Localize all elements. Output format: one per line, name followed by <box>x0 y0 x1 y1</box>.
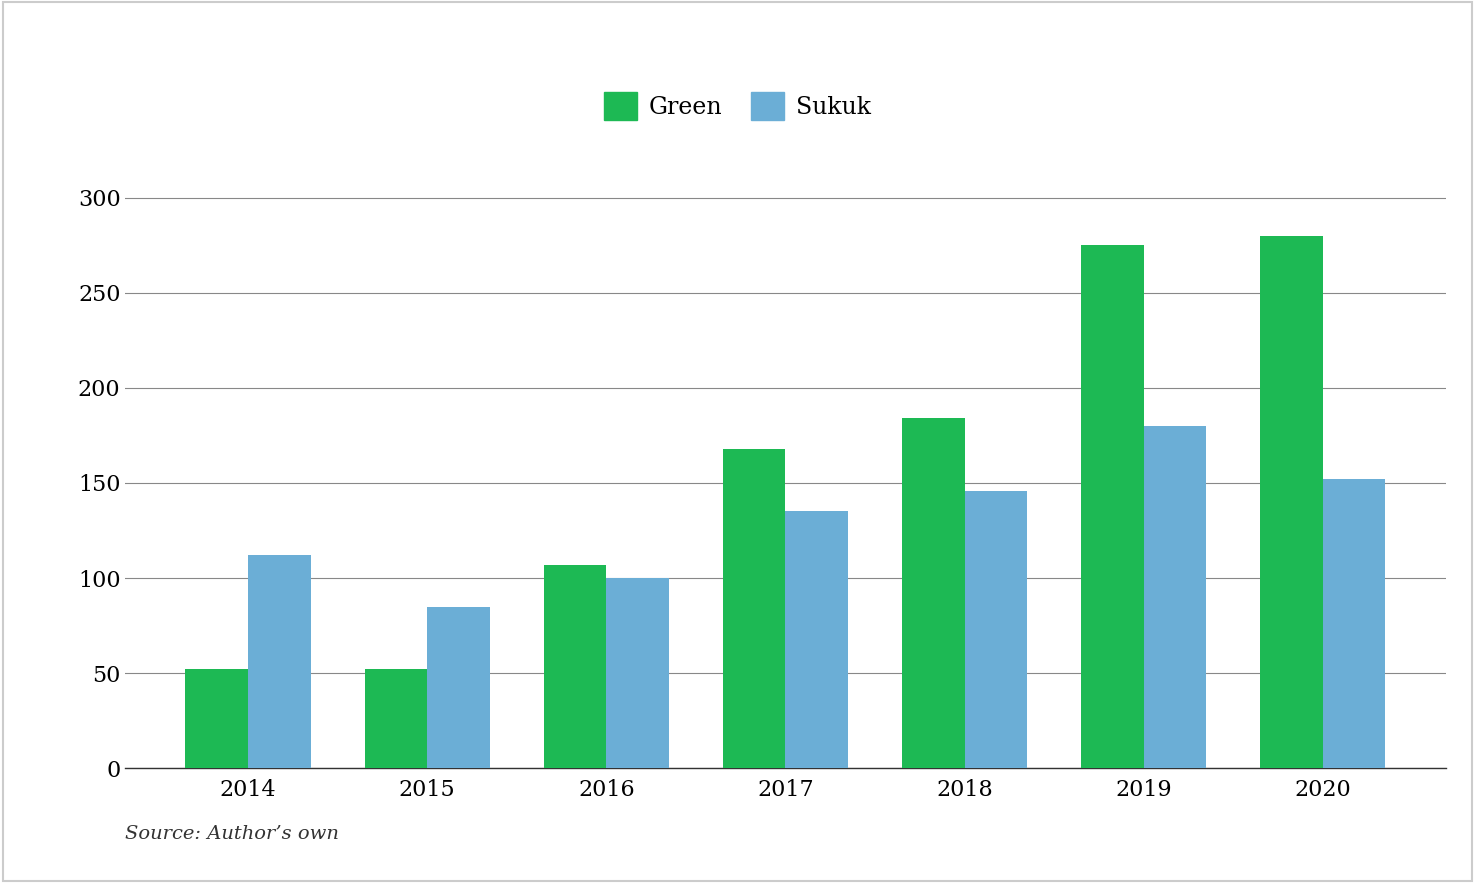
Bar <box>544 565 606 768</box>
Legend: Green, Sukuk: Green, Sukuk <box>594 83 881 129</box>
Bar <box>1143 426 1207 768</box>
Bar <box>186 669 248 768</box>
Bar <box>606 578 670 768</box>
Bar <box>364 669 428 768</box>
Bar <box>1260 236 1323 768</box>
Bar <box>723 449 786 768</box>
Bar <box>428 607 490 768</box>
Bar <box>901 419 965 768</box>
Bar <box>786 511 848 768</box>
Bar <box>965 491 1027 768</box>
Bar <box>248 555 311 768</box>
Text: Source: Author’s own: Source: Author’s own <box>125 826 339 843</box>
Bar <box>1323 479 1385 768</box>
Text: Chart 1: Annual issuance of green bonds and Sukuk between 2014 and 2020 (US$ bil: Chart 1: Annual issuance of green bonds … <box>198 26 1277 49</box>
Bar <box>1081 245 1143 768</box>
